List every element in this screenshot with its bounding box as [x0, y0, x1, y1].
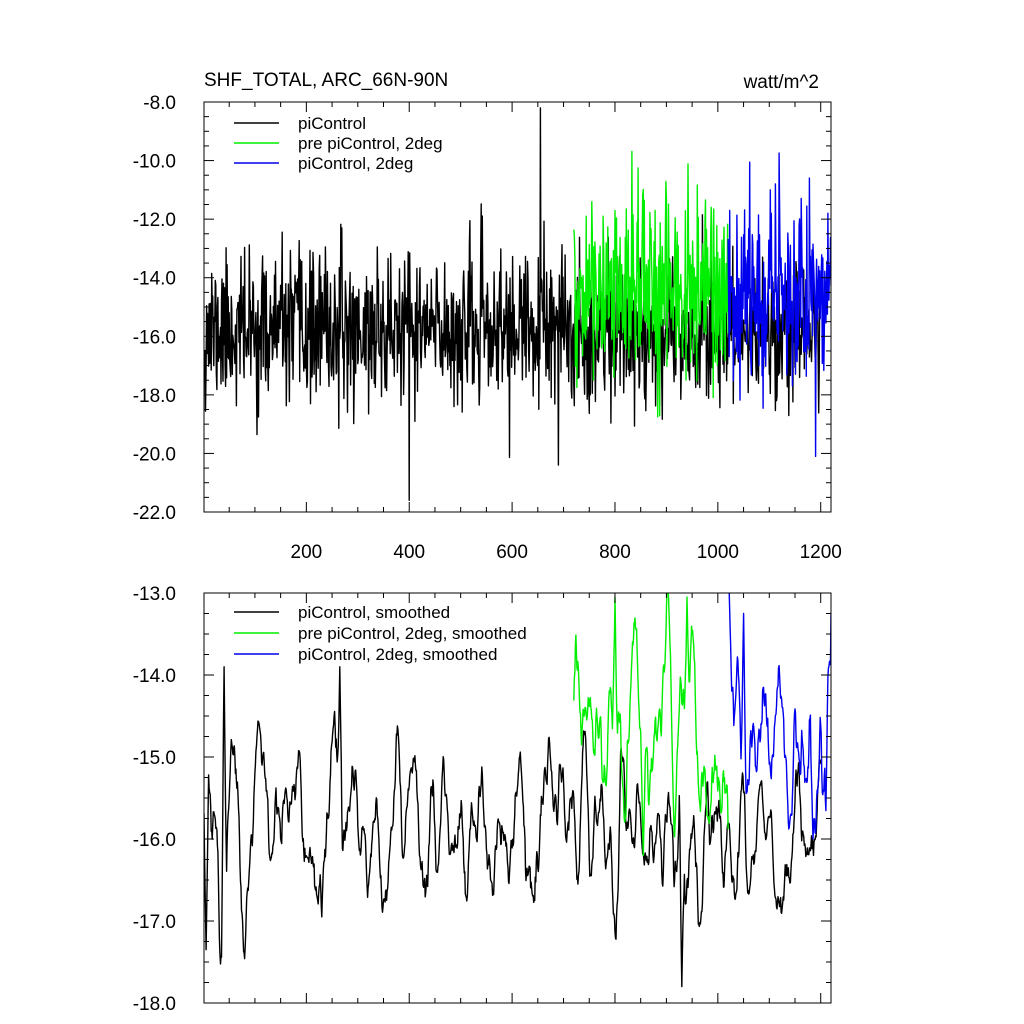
series-line-picontrol-2deg	[727, 152, 831, 458]
chart-title: SHF_TOTAL, ARC_66N-90N	[204, 70, 448, 91]
x-tick-label: 400	[393, 542, 425, 563]
units-label: watt/m^2	[743, 72, 819, 93]
panel-smoothed: -18.0 -17.0 -16.0 -15.0 -14.0 -13.0 piControl,…	[133, 584, 832, 1015]
legend-label: piControl	[298, 114, 366, 133]
y-tick-label: -20.0	[133, 444, 176, 465]
legend-label: piControl, 2deg, smoothed	[298, 645, 497, 664]
y-tick-label: -8.0	[143, 93, 176, 114]
y-tick-label: -13.0	[133, 584, 176, 605]
legend-label: pre piControl, 2deg	[298, 134, 443, 153]
series-line-pre-picontrol-2deg	[573, 150, 729, 418]
y-tick-label: -16.0	[133, 830, 176, 851]
legend-label: piControl, 2deg	[298, 154, 413, 173]
y-tick-label: -12.0	[133, 210, 176, 231]
series-line-picontrol-2deg-smoothed	[728, 593, 831, 840]
y-tick-label: -18.0	[133, 386, 176, 407]
y-tick-label: -14.0	[133, 269, 176, 290]
x-tick-label: 200	[291, 542, 323, 563]
legend-label: piControl, smoothed	[298, 603, 450, 622]
x-tick-label: 1000	[697, 542, 739, 563]
x-tick-label: 1200	[800, 542, 842, 563]
y-tick-label: -14.0	[133, 666, 176, 687]
x-tick-label: 600	[496, 542, 528, 563]
y-tick-label: -15.0	[133, 748, 176, 769]
y-tick-label: -10.0	[133, 152, 176, 173]
y-tick-label: -22.0	[133, 503, 176, 524]
series-group	[204, 593, 831, 988]
series-line-pre-picontrol-2deg-smoothed	[573, 593, 729, 857]
y-tick-label: -16.0	[133, 327, 176, 348]
x-tick-label: 800	[599, 542, 631, 563]
legend: piControl, smoothed pre piControl, 2deg, …	[234, 603, 527, 664]
y-tick-label: -17.0	[133, 912, 176, 933]
panel-raw: 200 400 600 800 1000 1200 -22.0 -20.0 -18.0 -16.0…	[133, 70, 842, 563]
legend-label: pre piControl, 2deg, smoothed	[298, 624, 527, 643]
series-group	[204, 107, 831, 501]
series-line-picontrol-smoothed	[204, 666, 822, 988]
y-tick-label: -18.0	[133, 994, 176, 1015]
